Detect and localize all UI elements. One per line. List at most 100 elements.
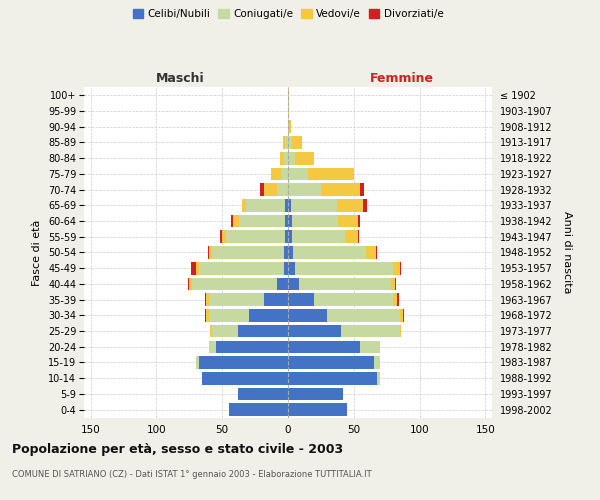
Bar [205, 309, 206, 322]
Bar [238, 388, 288, 400]
Text: Popolazione per età, sesso e stato civile - 2003: Popolazione per età, sesso e stato civil… [12, 442, 343, 456]
Bar [338, 215, 358, 228]
Bar [286, 136, 288, 149]
Bar [288, 340, 361, 353]
Bar [395, 278, 396, 290]
Bar [226, 230, 286, 243]
Bar [288, 294, 314, 306]
Bar [248, 309, 288, 322]
Bar [299, 278, 391, 290]
Bar [295, 262, 393, 274]
Bar [288, 168, 308, 180]
Bar [403, 309, 404, 322]
Bar [229, 404, 288, 416]
Bar [358, 230, 359, 243]
Bar [288, 230, 292, 243]
Bar [288, 246, 293, 259]
Bar [196, 262, 199, 274]
Bar [314, 294, 393, 306]
Bar [365, 246, 376, 259]
Bar [321, 184, 361, 196]
Bar [377, 372, 380, 384]
Bar [288, 199, 290, 211]
Bar [288, 372, 377, 384]
Bar [288, 89, 289, 102]
Bar [233, 215, 239, 228]
Bar [199, 262, 284, 274]
Bar [288, 120, 290, 133]
Bar [290, 199, 337, 211]
Bar [265, 294, 288, 306]
Bar [189, 278, 192, 290]
Bar [288, 309, 328, 322]
Bar [286, 199, 288, 211]
Bar [212, 246, 284, 259]
Bar [361, 184, 364, 196]
Bar [376, 246, 377, 259]
Bar [288, 215, 292, 228]
Text: Maschi: Maschi [155, 72, 205, 85]
Bar [209, 246, 212, 259]
Legend: Celibi/Nubili, Coniugati/e, Vedovi/e, Divorziati/e: Celibi/Nubili, Coniugati/e, Vedovi/e, Di… [128, 5, 448, 24]
Bar [215, 340, 288, 353]
Bar [295, 152, 314, 164]
Y-axis label: Anni di nascita: Anni di nascita [562, 211, 572, 294]
Bar [239, 215, 286, 228]
Bar [277, 184, 288, 196]
Bar [212, 325, 238, 338]
Bar [284, 246, 288, 259]
Bar [192, 278, 277, 290]
Bar [288, 105, 289, 118]
Bar [293, 246, 365, 259]
Bar [220, 230, 222, 243]
Bar [232, 215, 233, 228]
Bar [400, 309, 403, 322]
Bar [238, 325, 288, 338]
Bar [286, 230, 288, 243]
Bar [271, 168, 281, 180]
Bar [358, 215, 361, 228]
Bar [265, 184, 277, 196]
Bar [222, 230, 226, 243]
Bar [288, 152, 295, 164]
Bar [288, 356, 374, 369]
Bar [288, 262, 295, 274]
Bar [209, 309, 248, 322]
Bar [288, 388, 343, 400]
Bar [397, 294, 398, 306]
Bar [277, 278, 288, 290]
Bar [363, 199, 367, 211]
Bar [292, 136, 302, 149]
Bar [206, 309, 209, 322]
Text: Femmine: Femmine [370, 72, 434, 85]
Bar [328, 309, 400, 322]
Bar [246, 199, 286, 211]
Bar [400, 325, 401, 338]
Bar [283, 136, 286, 149]
Bar [281, 168, 288, 180]
Bar [199, 356, 288, 369]
Bar [284, 152, 288, 164]
Bar [205, 294, 206, 306]
Bar [206, 294, 209, 306]
Bar [344, 230, 358, 243]
Bar [286, 215, 288, 228]
Bar [288, 325, 341, 338]
Bar [337, 199, 363, 211]
Bar [209, 340, 215, 353]
Text: COMUNE DI SATRIANO (CZ) - Dati ISTAT 1° gennaio 2003 - Elaborazione TUTTITALIA.I: COMUNE DI SATRIANO (CZ) - Dati ISTAT 1° … [12, 470, 371, 479]
Bar [209, 294, 265, 306]
Bar [191, 262, 196, 274]
Bar [196, 356, 199, 369]
Bar [202, 372, 288, 384]
Bar [284, 262, 288, 274]
Bar [288, 184, 321, 196]
Y-axis label: Fasce di età: Fasce di età [32, 220, 43, 286]
Bar [288, 136, 292, 149]
Bar [308, 168, 354, 180]
Bar [211, 325, 212, 338]
Bar [393, 262, 400, 274]
Bar [260, 184, 265, 196]
Bar [188, 278, 189, 290]
Bar [341, 325, 400, 338]
